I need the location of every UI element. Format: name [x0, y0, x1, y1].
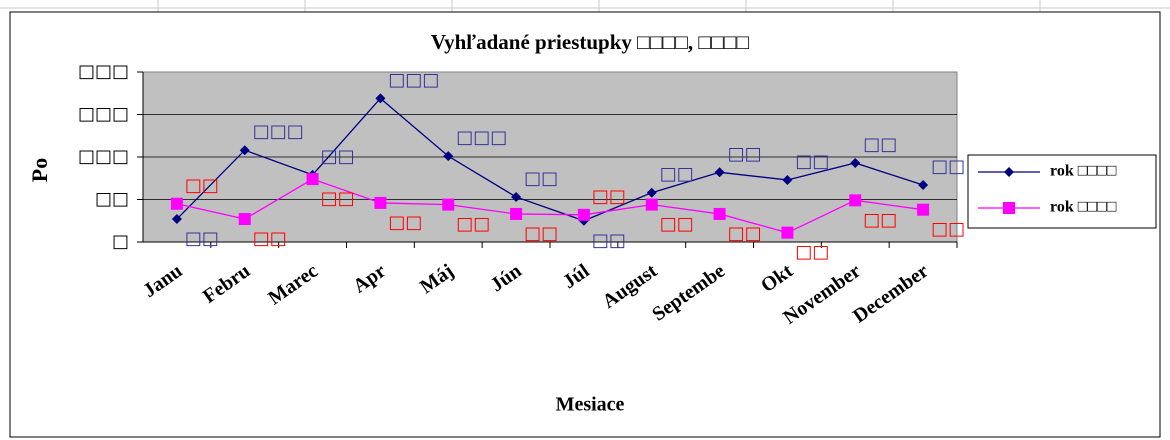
data-label: □□	[524, 223, 558, 244]
x-axis-title: Mesiace	[556, 394, 625, 416]
data-label: □□□	[456, 127, 507, 148]
legend-marker	[1004, 167, 1014, 177]
marker	[511, 191, 522, 202]
marker	[918, 180, 929, 191]
marker	[577, 208, 590, 221]
marker	[306, 173, 319, 186]
data-label: □□	[321, 188, 355, 209]
marker	[375, 93, 386, 104]
data-label: □□	[185, 228, 219, 249]
data-label: □□	[660, 214, 694, 235]
legend	[967, 154, 1157, 229]
marker	[714, 167, 725, 178]
chart-title: Vyhľadané priestupky □□□□, □□□□	[431, 30, 750, 54]
data-label: □□	[931, 156, 965, 177]
legend-label: rok □□□□	[1050, 163, 1117, 180]
y-tick-label: □□□	[78, 146, 129, 167]
marker	[917, 203, 930, 216]
legend-label: rok □□□□	[1050, 199, 1117, 216]
marker	[781, 226, 794, 239]
marker	[443, 151, 454, 162]
data-label: □□	[592, 230, 626, 251]
line	[176, 97, 924, 222]
marker	[239, 145, 250, 156]
data-label: □□	[795, 242, 829, 263]
line	[176, 178, 924, 234]
y-tick-label: □□□	[78, 61, 129, 82]
marker	[782, 174, 793, 185]
data-label: □□	[253, 228, 287, 249]
marker	[171, 214, 182, 225]
data-label: □□	[728, 223, 762, 244]
data-label: □□	[931, 219, 965, 240]
data-label: □□	[524, 168, 558, 189]
marker	[645, 198, 658, 211]
data-label: □□	[660, 164, 694, 185]
data-label: □□	[863, 209, 897, 230]
data-label: □□	[185, 175, 219, 196]
data-label: □□□	[388, 69, 439, 90]
marker	[442, 198, 455, 211]
y-tick-label: □□	[95, 189, 129, 210]
data-label: □□	[456, 214, 490, 235]
data-label: □□	[321, 146, 355, 167]
marker	[646, 187, 657, 198]
y-tick-label: □□□	[78, 104, 129, 125]
marker	[850, 157, 861, 168]
data-label: □□	[795, 151, 829, 172]
marker	[849, 194, 862, 207]
y-axis-title: Po	[27, 158, 52, 182]
y-tick-label: □	[112, 231, 129, 252]
marker	[374, 196, 387, 209]
marker	[510, 207, 523, 220]
legend-marker	[1003, 202, 1015, 214]
data-label: □□	[388, 212, 422, 233]
data-label: □□	[728, 143, 762, 164]
data-label: □□	[592, 186, 626, 207]
marker	[238, 213, 251, 226]
marker	[713, 207, 726, 220]
data-label: □□□	[253, 121, 304, 142]
data-label: □□	[863, 134, 897, 155]
marker	[170, 197, 183, 210]
